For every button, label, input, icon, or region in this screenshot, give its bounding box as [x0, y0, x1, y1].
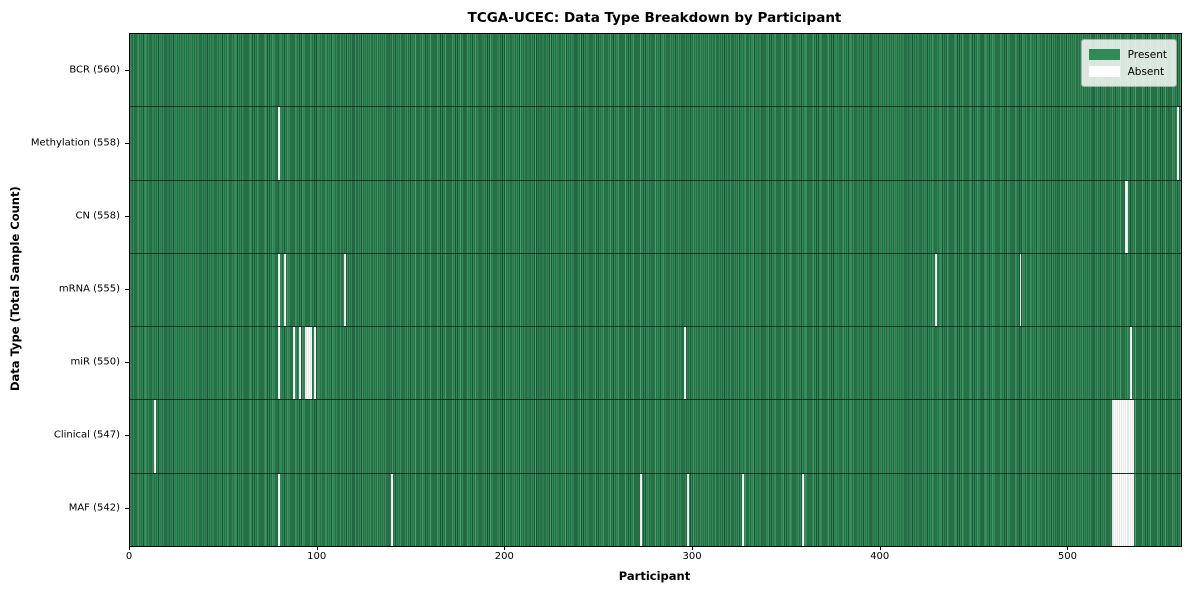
- x-axis-label: Participant: [618, 569, 691, 583]
- x-tick-mark: [316, 546, 318, 550]
- y-axis-ticks: BCR (560) Methylation (558) CN (558) mRNA (…: [0, 33, 129, 545]
- y-tick-label: Clinical (547): [53, 429, 120, 441]
- absent-mark: [278, 107, 281, 180]
- x-tick-mark: [504, 546, 506, 550]
- absent-mark: [1124, 473, 1127, 546]
- absent-mark: [1128, 400, 1131, 473]
- heatmap-row-mir: [130, 326, 1181, 400]
- y-tick-mark: [125, 289, 129, 290]
- x-tick-label: 0: [125, 551, 133, 562]
- y-tick-mark: [125, 215, 129, 217]
- y-tick-label: mRNA (555): [58, 283, 120, 295]
- absent-mark: [741, 473, 744, 546]
- plot-area: Present Absent: [129, 33, 1182, 547]
- legend-swatch: [1088, 49, 1120, 60]
- y-tick-mark: [125, 69, 129, 71]
- absent-mark: [1113, 473, 1116, 546]
- absent-mark: [640, 473, 643, 546]
- legend-item: Absent: [1088, 63, 1167, 80]
- absent-mark: [1130, 400, 1133, 473]
- absent-mark: [1130, 473, 1133, 546]
- absent-mark: [390, 473, 393, 546]
- y-tick-label: Methylation (558): [30, 137, 120, 149]
- legend-label: Present: [1127, 48, 1167, 61]
- x-tick-mark: [879, 546, 881, 550]
- legend-label: Absent: [1127, 65, 1165, 78]
- absent-mark: [1122, 473, 1125, 546]
- absent-mark: [1019, 253, 1022, 327]
- x-tick-mark: [692, 546, 694, 550]
- chart-title: TCGA-UCEC: Data Type Breakdown by Partic…: [467, 10, 842, 26]
- absent-mark: [1126, 400, 1129, 473]
- absent-mark: [1128, 473, 1131, 546]
- y-tick-mark: [125, 362, 129, 364]
- heatmap-row-bcr: [130, 34, 1181, 107]
- y-tick-mark: [125, 435, 129, 437]
- absent-mark: [683, 327, 686, 400]
- heatmap-row-methylation: [130, 106, 1181, 180]
- absent-mark: [1115, 400, 1118, 473]
- x-tick-label: 500: [1057, 551, 1077, 562]
- heatmap-row-clinical: [130, 399, 1181, 473]
- y-tick-label: BCR (560): [69, 64, 120, 76]
- y-tick-label: CN (558): [75, 210, 120, 222]
- absent-mark: [1177, 107, 1180, 180]
- y-tick-mark: [125, 508, 129, 510]
- absent-mark: [154, 400, 157, 473]
- x-tick-label: 200: [494, 551, 514, 562]
- y-tick-label: MAF (542): [68, 502, 120, 514]
- y-tick-mark: [125, 142, 129, 144]
- absent-mark: [1111, 400, 1114, 473]
- absent-mark: [1119, 400, 1121, 473]
- absent-mark: [1115, 473, 1118, 546]
- absent-mark: [293, 327, 296, 400]
- absent-mark: [1119, 473, 1121, 546]
- absent-mark: [308, 327, 311, 400]
- absent-mark: [283, 253, 286, 327]
- absent-mark: [278, 473, 281, 546]
- absent-mark: [1132, 400, 1135, 473]
- legend-swatch: [1088, 66, 1120, 77]
- legend-item: Present: [1088, 46, 1167, 63]
- absent-mark: [278, 253, 281, 327]
- x-tick-label: 100: [307, 551, 327, 562]
- x-tick-label: 300: [682, 551, 702, 562]
- heatmap-row-maf: [130, 472, 1181, 546]
- absent-mark: [1117, 473, 1120, 546]
- x-tick-mark: [1067, 546, 1069, 550]
- legend: Present Absent: [1080, 39, 1177, 87]
- absent-mark: [313, 327, 316, 400]
- absent-mark: [1132, 473, 1135, 546]
- absent-mark: [1126, 473, 1129, 546]
- absent-mark: [298, 327, 301, 400]
- absent-mark: [1130, 327, 1133, 400]
- x-tick-label: 400: [870, 551, 890, 562]
- absent-mark: [687, 473, 690, 546]
- absent-mark: [1120, 400, 1123, 473]
- absent-mark: [304, 327, 307, 400]
- absent-mark: [278, 327, 281, 400]
- absent-mark: [801, 473, 804, 546]
- x-axis-ticks: 0 100 200 300 400 500: [125, 546, 1180, 568]
- absent-mark: [1117, 400, 1120, 473]
- absent-mark: [1124, 180, 1127, 253]
- absent-mark: [310, 327, 313, 400]
- heatmap-row-mrna: [130, 252, 1181, 327]
- absent-mark: [1124, 400, 1127, 473]
- heatmap-row-cn: [130, 179, 1181, 253]
- absent-mark: [343, 253, 346, 327]
- absent-mark: [1113, 400, 1116, 473]
- x-tick-mark: [129, 546, 130, 550]
- absent-mark: [1122, 400, 1125, 473]
- absent-mark: [1111, 473, 1114, 546]
- absent-mark: [306, 327, 309, 400]
- absent-mark: [935, 253, 938, 327]
- absent-mark: [1120, 473, 1123, 546]
- y-tick-label: miR (550): [70, 356, 120, 368]
- absent-mark: [1126, 180, 1129, 253]
